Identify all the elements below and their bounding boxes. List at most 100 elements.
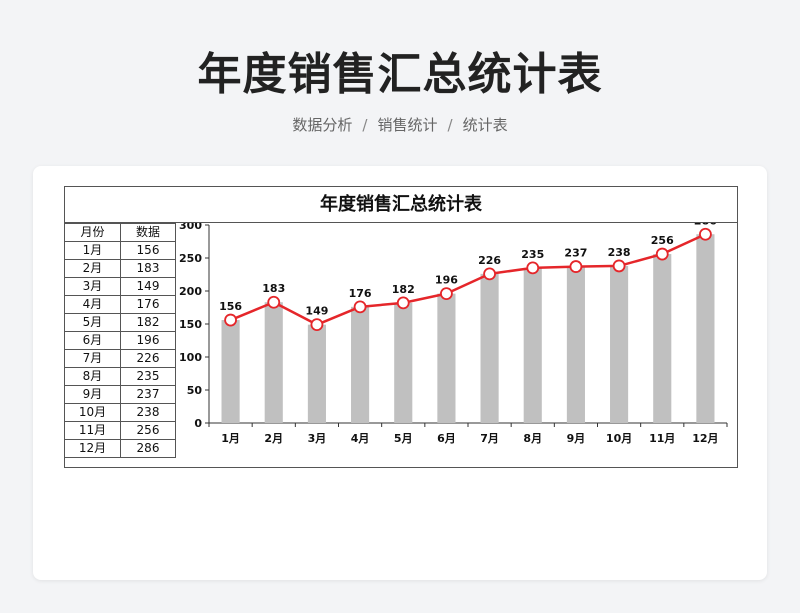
line-point <box>612 259 626 273</box>
table-row: 9月 237 <box>64 385 176 404</box>
x-tick-label: 6月 <box>437 432 456 445</box>
x-tick-label: 2月 <box>264 432 283 445</box>
line-point <box>655 247 669 261</box>
data-label: 237 <box>564 247 587 260</box>
y-tick-label: 50 <box>187 384 203 397</box>
x-tick-label: 5月 <box>394 432 413 445</box>
y-tick-label: 100 <box>179 351 202 364</box>
line-point <box>310 318 324 332</box>
cell-month[interactable]: 10月 <box>64 403 121 422</box>
line-point <box>353 300 367 314</box>
breadcrumb-item-sales-stats[interactable]: 销售统计 <box>377 116 438 134</box>
data-label: 156 <box>219 300 242 313</box>
table-row: 8月 235 <box>64 367 176 386</box>
bar <box>221 320 240 423</box>
cell-value[interactable]: 237 <box>120 385 176 404</box>
bar <box>437 293 456 423</box>
cell-month[interactable]: 1月 <box>64 241 121 260</box>
cell-month[interactable]: 8月 <box>64 367 121 386</box>
table-row: 6月 196 <box>64 331 176 350</box>
line-point <box>483 267 496 281</box>
breadcrumb-separator: / <box>447 116 453 134</box>
line-point <box>267 295 281 309</box>
data-label: 286 <box>694 223 717 227</box>
table-row: 12月 286 <box>64 439 176 458</box>
bar <box>696 234 715 423</box>
cell-month[interactable]: 5月 <box>64 313 121 332</box>
y-tick-label: 150 <box>179 318 202 331</box>
cell-value[interactable]: 238 <box>120 403 176 422</box>
bar <box>307 324 326 423</box>
x-tick-label: 10月 <box>606 432 632 445</box>
y-tick-label: 250 <box>179 252 202 265</box>
table-row: 4月 176 <box>64 295 176 314</box>
x-tick-label: 4月 <box>351 432 370 445</box>
cell-month[interactable]: 4月 <box>64 295 121 314</box>
cell-month[interactable]: 2月 <box>64 259 121 278</box>
bar <box>610 265 629 423</box>
y-tick-label: 200 <box>179 285 202 298</box>
x-tick-label: 12月 <box>692 432 718 445</box>
breadcrumb: 数据分析 / 销售统计 / 统计表 <box>0 114 800 135</box>
table-row: 11月 256 <box>64 421 176 440</box>
breadcrumb-separator: / <box>362 116 368 134</box>
column-header-value: 数据 <box>120 223 176 242</box>
x-tick-label: 7月 <box>480 432 499 445</box>
line-point <box>224 313 237 327</box>
cell-value[interactable]: 286 <box>120 439 176 458</box>
data-label: 149 <box>305 305 328 318</box>
spreadsheet: 年度销售汇总统计表 月份 数据 1月 156 2月 183 3月 149 4月 176 5月 18… <box>64 186 738 468</box>
line-point <box>440 287 453 301</box>
cell-month[interactable]: 6月 <box>64 331 121 350</box>
line-point <box>526 261 540 275</box>
bar <box>351 306 370 423</box>
cell-value[interactable]: 176 <box>120 295 176 314</box>
bar <box>523 267 542 423</box>
data-table: 月份 数据 1月 156 2月 183 3月 149 4月 176 5月 182 6月 196 7月 22… <box>64 223 176 458</box>
bar <box>394 302 413 423</box>
page-title: 年度销售汇总统计表 <box>197 49 603 100</box>
cell-month[interactable]: 9月 <box>64 385 121 404</box>
x-tick-label: 3月 <box>308 432 327 445</box>
data-label: 176 <box>349 287 372 300</box>
table-body: 1月 156 2月 183 3月 149 4月 176 5月 182 6月 196 7月 226 8月 235… <box>64 241 176 458</box>
cell-value[interactable]: 196 <box>120 331 176 350</box>
cell-value[interactable]: 256 <box>120 421 176 440</box>
cell-value[interactable]: 226 <box>120 349 176 368</box>
data-label: 238 <box>608 246 631 259</box>
x-tick-label: 8月 <box>523 432 542 445</box>
cell-value[interactable]: 156 <box>120 241 176 260</box>
series-line <box>230 233 706 326</box>
data-label: 226 <box>478 254 501 267</box>
line-point <box>699 227 712 241</box>
bar <box>480 273 499 423</box>
table-row: 1月 156 <box>64 241 176 260</box>
breadcrumb-item-data-analysis[interactable]: 数据分析 <box>292 116 353 134</box>
x-tick-label: 1月 <box>221 432 240 445</box>
data-label: 182 <box>392 283 415 296</box>
sheet-title: 年度销售汇总统计表 <box>65 187 737 223</box>
cell-month[interactable]: 3月 <box>64 277 121 296</box>
cell-value[interactable]: 149 <box>120 277 176 296</box>
data-label: 183 <box>262 282 285 295</box>
cell-value[interactable]: 235 <box>120 367 176 386</box>
cell-month[interactable]: 11月 <box>64 421 121 440</box>
table-row: 5月 182 <box>64 313 176 332</box>
cell-month[interactable]: 7月 <box>64 349 121 368</box>
table-row: 3月 149 <box>64 277 176 296</box>
line-point <box>569 260 583 273</box>
column-header-month: 月份 <box>64 223 121 242</box>
data-label: 235 <box>521 248 544 261</box>
cell-value[interactable]: 182 <box>120 313 176 332</box>
cell-month[interactable]: 12月 <box>64 439 121 458</box>
y-tick-label: 0 <box>194 417 202 430</box>
sales-chart: 0 50 100 150 200 250 300 156 183 149 176 182 196 226 2… <box>179 223 728 445</box>
bar <box>264 302 283 423</box>
breadcrumb-item-stats-table: 统计表 <box>462 116 508 134</box>
cell-value[interactable]: 183 <box>120 259 176 278</box>
table-row: 10月 238 <box>64 403 176 422</box>
data-label: 256 <box>651 234 674 247</box>
table-row: 7月 226 <box>64 349 176 368</box>
y-tick-label: 300 <box>179 223 202 232</box>
x-tick-label: 11月 <box>649 432 675 445</box>
